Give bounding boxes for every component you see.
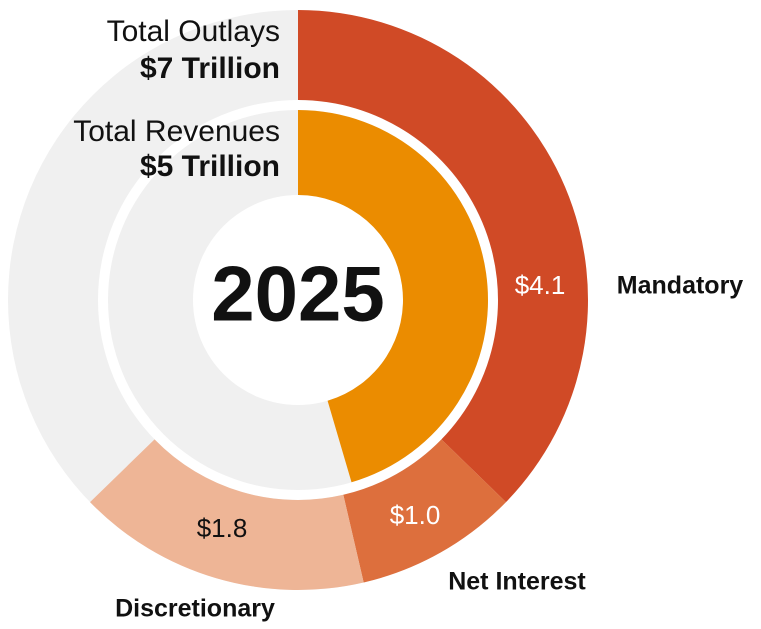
inner-total: $5 Trillion [140, 150, 280, 183]
outlay-arc [90, 439, 364, 590]
center-hole [193, 195, 403, 405]
value-label: $1.0 [390, 500, 441, 530]
outer-title: Total Outlays [107, 15, 280, 48]
inner-title: Total Revenues [73, 115, 280, 148]
outlay-arc [343, 439, 506, 583]
rings [8, 10, 589, 590]
center-label: 2025 [211, 250, 385, 338]
category-label: Net Interest [448, 568, 586, 596]
value-label: $4.1 [515, 270, 566, 300]
value-label: $1.8 [197, 513, 248, 543]
outer-total: $7 Trillion [140, 52, 280, 85]
outlay-arc [298, 10, 589, 503]
revenue-arc [298, 110, 489, 483]
category-label: Mandatory [617, 272, 744, 300]
category-label: Discretionary [115, 595, 275, 623]
